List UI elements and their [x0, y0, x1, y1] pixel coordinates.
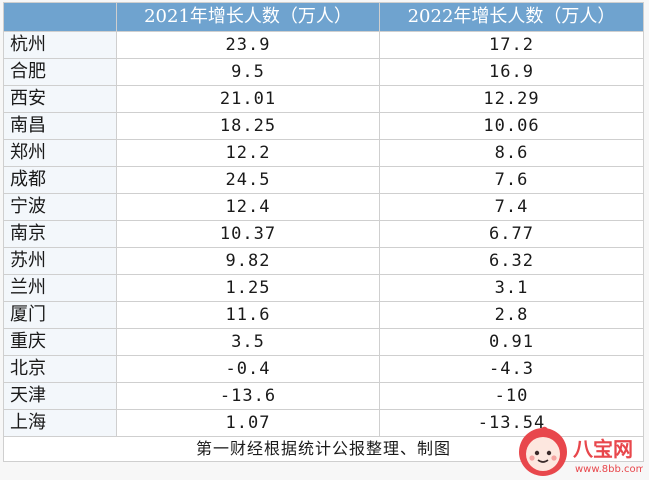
header-2022: 2022年增长人数（万人） [379, 2, 644, 32]
cell-2022: 8.6 [379, 139, 644, 167]
cell-city: 南京 [3, 220, 117, 248]
cell-2021: 11.6 [116, 301, 380, 329]
cell-2022: 0.91 [379, 328, 644, 356]
cell-city: 南昌 [3, 112, 117, 140]
cell-2021: 12.2 [116, 139, 380, 167]
table-row: 天津 -13.6 -10 [3, 382, 644, 410]
cell-city: 苏州 [3, 247, 117, 275]
cell-2021: 18.25 [116, 112, 380, 140]
table-row: 合肥 9.5 16.9 [3, 58, 644, 86]
mascot-smile [537, 459, 549, 463]
cell-2021: 3.5 [116, 328, 380, 356]
cell-2022: 10.06 [379, 112, 644, 140]
header-city [3, 2, 117, 32]
cell-2021: 21.01 [116, 85, 380, 113]
cell-2021: 9.82 [116, 247, 380, 275]
cell-city: 北京 [3, 355, 117, 383]
cell-city: 天津 [3, 382, 117, 410]
cell-city: 兰州 [3, 274, 117, 302]
mascot-hair [540, 426, 549, 432]
mascot-eye-right [546, 450, 552, 456]
watermark-url: www.8bb.com [575, 464, 643, 475]
header-row: 2021年增长人数（万人） 2022年增长人数（万人） [3, 2, 644, 32]
table-row: 郑州 12.2 8.6 [3, 139, 644, 167]
watermark-logo-graphic: 八宝网 www.8bb.com [519, 426, 643, 476]
cell-2021: -0.4 [116, 355, 380, 383]
table-row: 宁波 12.4 7.4 [3, 193, 644, 221]
cell-2022: 12.29 [379, 85, 644, 113]
cell-2022: 3.1 [379, 274, 644, 302]
table-body: 杭州 23.9 17.2 合肥 9.5 16.9 西安 21.01 12.29 南昌 18.25 10… [3, 31, 644, 437]
cell-2021: 1.25 [116, 274, 380, 302]
table-row: 南昌 18.25 10.06 [3, 112, 644, 140]
cell-2022: -10 [379, 382, 644, 410]
table-row: 西安 21.01 12.29 [3, 85, 644, 113]
cell-city: 上海 [3, 409, 117, 437]
cell-2021: 9.5 [116, 58, 380, 86]
cell-city: 厦门 [3, 301, 117, 329]
cell-2022: -4.3 [379, 355, 644, 383]
cell-2021: 12.4 [116, 193, 380, 221]
cell-city: 成都 [3, 166, 117, 194]
table-row: 北京 -0.4 -4.3 [3, 355, 644, 383]
cell-2021: 10.37 [116, 220, 380, 248]
table-row: 兰州 1.25 3.1 [3, 274, 644, 302]
mascot-cheek-right [551, 455, 557, 461]
cell-2021: 23.9 [116, 31, 380, 59]
mascot-face [526, 437, 560, 471]
cell-city: 杭州 [3, 31, 117, 59]
table-row: 南京 10.37 6.77 [3, 220, 644, 248]
cell-city: 郑州 [3, 139, 117, 167]
population-table: 2021年增长人数（万人） 2022年增长人数（万人） 杭州 23.9 17.2 合肥… [3, 2, 644, 462]
cell-city: 重庆 [3, 328, 117, 356]
watermark-logo: 八宝网 www.8bb.com [517, 426, 643, 478]
cell-2021: -13.6 [116, 382, 380, 410]
cell-2022: 7.4 [379, 193, 644, 221]
table-row: 重庆 3.5 0.91 [3, 328, 644, 356]
cell-city: 宁波 [3, 193, 117, 221]
cell-2022: 17.2 [379, 31, 644, 59]
cell-city: 合肥 [3, 58, 117, 86]
watermark-text: 八宝网 [573, 437, 633, 461]
table-row: 成都 24.5 7.6 [3, 166, 644, 194]
table-row: 上海 1.07 -13.54 [3, 409, 644, 437]
cell-city: 西安 [3, 85, 117, 113]
mascot-cheek-left [529, 455, 535, 461]
header-2021: 2021年增长人数（万人） [116, 2, 380, 32]
cell-2021: 1.07 [116, 409, 380, 437]
table-row: 苏州 9.82 6.32 [3, 247, 644, 275]
cell-2022: 6.77 [379, 220, 644, 248]
cell-2022: 6.32 [379, 247, 644, 275]
cell-2022: 7.6 [379, 166, 644, 194]
cell-2021: 24.5 [116, 166, 380, 194]
cell-2022: 16.9 [379, 58, 644, 86]
cell-2022: 2.8 [379, 301, 644, 329]
table-row: 厦门 11.6 2.8 [3, 301, 644, 329]
table-row: 杭州 23.9 17.2 [3, 31, 644, 59]
mascot-eye-left [534, 450, 540, 456]
